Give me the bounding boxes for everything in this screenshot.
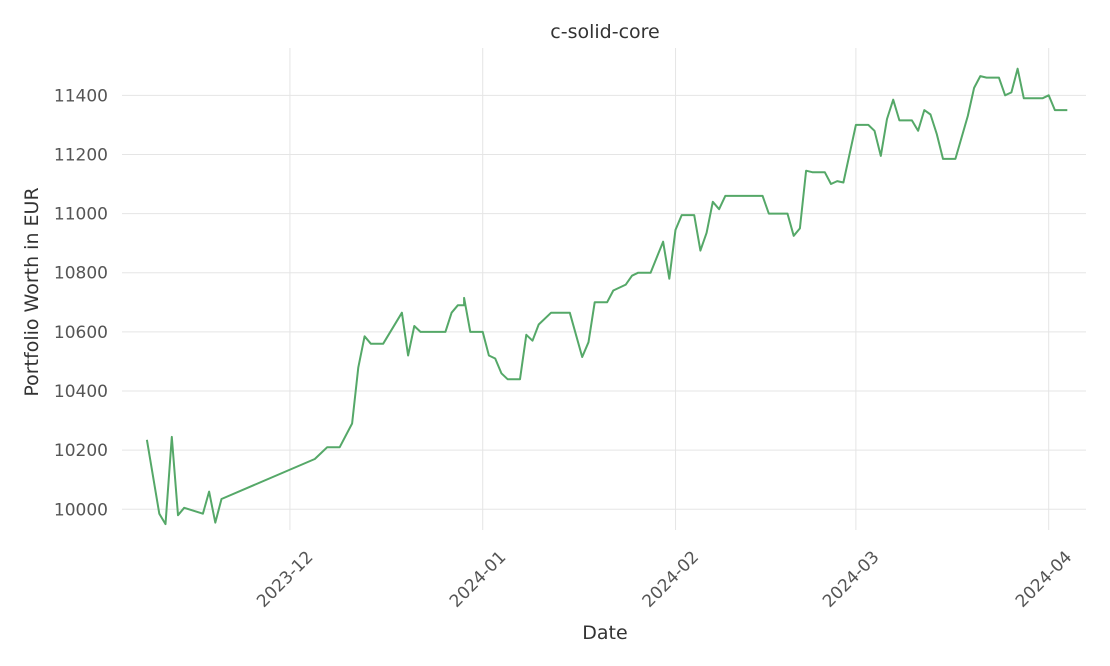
y-tick-label: 10400 — [54, 382, 108, 402]
y-tick-label: 10200 — [54, 441, 108, 461]
series-layer — [145, 67, 1068, 526]
y-tick-label: 11400 — [54, 86, 108, 106]
y-tick-labels: 10000 10200 10400 10600 10800 11000 11200 11400 — [54, 86, 108, 520]
series-line — [145, 67, 1068, 526]
horizontal-gridlines — [122, 94, 1086, 510]
x-tick-label: 2024-01 — [446, 547, 510, 611]
vertical-gridlines — [289, 48, 1050, 530]
y-axis-label: Portfolio Worth in EUR — [21, 187, 43, 396]
x-tick-labels: 2023-12 2024-01 2024-02 2024-03 2024-04 — [253, 547, 1076, 611]
x-tick-label: 2023-12 — [253, 547, 317, 611]
x-tick-label: 2024-04 — [1012, 547, 1076, 611]
chart-title: c-solid-core — [550, 21, 659, 43]
x-tick-label: 2024-03 — [819, 547, 883, 611]
x-tick-label: 2024-02 — [639, 547, 703, 611]
y-tick-label: 10000 — [54, 500, 108, 520]
y-tick-label: 10600 — [54, 323, 108, 343]
y-tick-label: 11200 — [54, 145, 108, 165]
x-axis-label: Date — [582, 622, 627, 644]
y-tick-label: 10800 — [54, 264, 108, 284]
y-tick-label: 11000 — [54, 205, 108, 225]
